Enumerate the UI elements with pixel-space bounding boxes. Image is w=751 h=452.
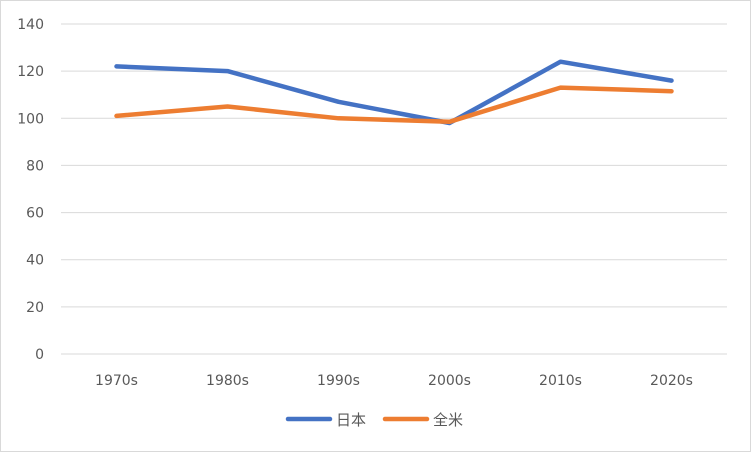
series-line-0 [114, 59, 674, 126]
x-tick-label: 1970s [95, 373, 138, 389]
legend: 日本 全米 [285, 411, 463, 429]
x-tick-label: 1990s [317, 373, 360, 389]
x-tick-label: 1980s [206, 373, 249, 389]
y-tick-label: 0 [35, 347, 44, 363]
series-line-1 [114, 85, 674, 125]
legend-label: 日本 [336, 411, 366, 429]
y-tick-label: 40 [26, 253, 44, 269]
y-tick-label: 100 [17, 111, 44, 127]
x-tick-label: 2010s [539, 373, 582, 389]
y-tick-label: 120 [17, 64, 44, 80]
y-axis-labels: 0 20 40 60 80 100 120 140 [17, 17, 44, 363]
x-axis-labels: 1970s 1980s 1990s 2000s 2010s 2020s [95, 373, 693, 389]
legend-label: 全米 [433, 411, 463, 429]
y-tick-label: 60 [26, 206, 44, 222]
series-lines [114, 59, 674, 126]
legend-item-0: 日本 [285, 411, 366, 429]
x-tick-label: 2020s [650, 373, 693, 389]
y-tick-label: 20 [26, 300, 44, 316]
y-tick-label: 80 [26, 158, 44, 174]
y-tick-label: 140 [17, 17, 44, 33]
legend-item-1: 全米 [382, 411, 463, 429]
x-tick-label: 2000s [428, 373, 471, 389]
